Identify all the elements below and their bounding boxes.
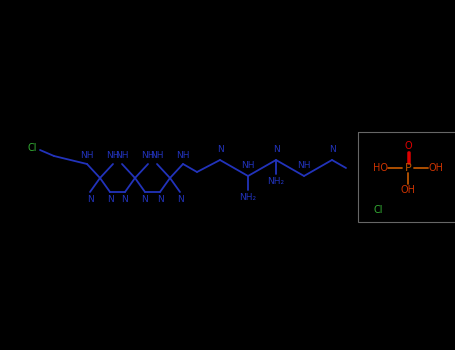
Text: N: N	[177, 196, 183, 204]
Text: NH: NH	[241, 161, 255, 170]
Text: N: N	[86, 196, 93, 204]
Text: NH: NH	[106, 152, 120, 161]
Text: O: O	[404, 141, 412, 151]
Text: NH₂: NH₂	[268, 177, 284, 187]
Text: Cl: Cl	[373, 205, 383, 215]
Text: NH: NH	[297, 161, 311, 170]
Text: NH: NH	[150, 152, 164, 161]
Text: NH: NH	[80, 152, 94, 161]
Text: N: N	[142, 196, 148, 204]
Text: N: N	[329, 146, 335, 154]
Text: N: N	[157, 196, 163, 204]
Text: NH₂: NH₂	[239, 194, 257, 203]
Text: N: N	[217, 146, 223, 154]
Text: HO: HO	[373, 163, 388, 173]
Text: P: P	[404, 163, 411, 173]
Text: NH: NH	[141, 152, 155, 161]
Text: N: N	[273, 146, 279, 154]
Text: N: N	[121, 196, 128, 204]
Text: OH: OH	[400, 185, 415, 195]
Text: N: N	[106, 196, 113, 204]
Text: Cl: Cl	[27, 143, 37, 153]
Text: NH: NH	[176, 152, 190, 161]
Text: OH: OH	[429, 163, 444, 173]
Text: NH: NH	[115, 152, 129, 161]
